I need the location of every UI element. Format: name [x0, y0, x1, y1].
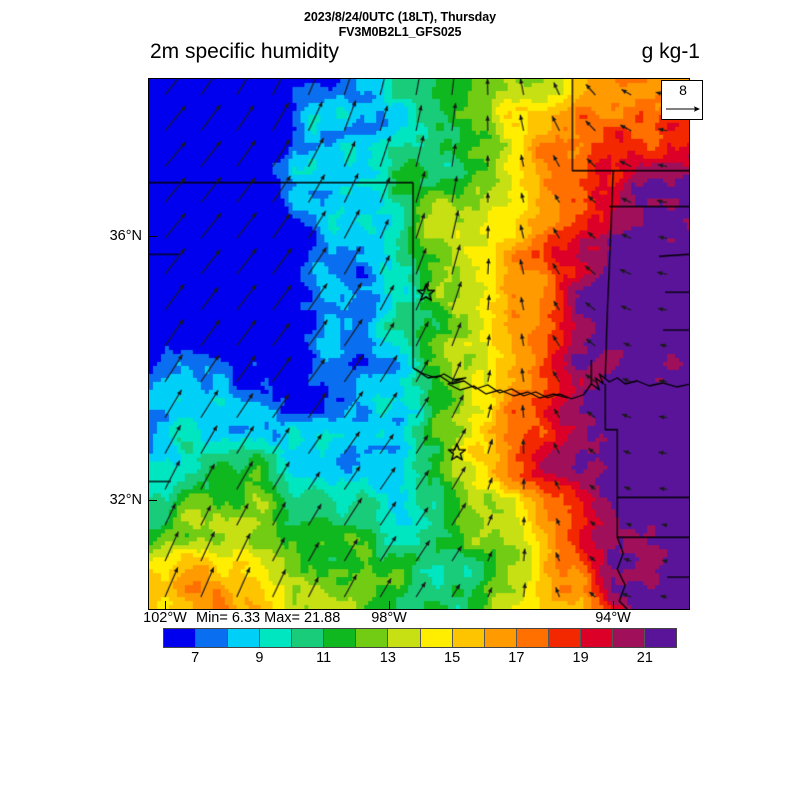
page-title: 2m specific humidity: [150, 40, 340, 63]
colorbar-cell: [484, 629, 517, 647]
colorbar-tick-label: 9: [255, 650, 264, 666]
lat-label-32n: 32°N: [109, 492, 142, 508]
humidity-field-canvas: [149, 79, 689, 609]
lon-label-102w: 102°W: [143, 610, 187, 626]
colorbar-tick-label: 19: [572, 650, 589, 666]
colorbar-tick-label: 13: [379, 650, 396, 666]
lon-tick-94w: [613, 601, 614, 610]
colorbar-cell: [420, 629, 453, 647]
colorbar-cell: [580, 629, 613, 647]
colorbar-cell: [356, 629, 389, 647]
right-arrow-icon: [666, 106, 700, 112]
lon-tick-98w: [389, 601, 390, 610]
colorbar-cell: [292, 629, 325, 647]
colorbar-cell: [260, 629, 293, 647]
colorbar-tick-label: 15: [444, 650, 461, 666]
colorbar-tick-labels: 7 9 11 13 15 17 19 21: [163, 649, 677, 669]
colorbar-cell: [548, 629, 581, 647]
wind-vector-key: 8: [661, 80, 703, 120]
colorbar[interactable]: [163, 628, 677, 648]
units-label: g kg-1: [641, 40, 700, 63]
lat-tick-32n: [148, 500, 157, 501]
lat-label-36n: 36°N: [109, 228, 142, 244]
map-plot-area[interactable]: [148, 78, 690, 610]
valid-datetime-label: 2023/8/24/0UTC (18LT), Thursday: [304, 10, 496, 24]
wind-vector-key-value: 8: [679, 82, 687, 98]
colorbar-tick-label: 21: [636, 650, 653, 666]
colorbar-cell: [324, 629, 357, 647]
lon-tick-102w: [165, 601, 166, 610]
colorbar-cell: [452, 629, 485, 647]
lat-tick-36n: [148, 236, 157, 237]
lon-label-98w: 98°W: [371, 610, 407, 626]
colorbar-tick-label: 7: [191, 650, 200, 666]
header: 2023/8/24/0UTC (18LT), Thursday FV3M0B2L…: [0, 10, 800, 40]
colorbar-tick-label: 11: [316, 650, 332, 666]
colorbar-cell: [228, 629, 261, 647]
colorbar-cell: [516, 629, 549, 647]
colorbar-cell: [196, 629, 229, 647]
colorbar-cell: [164, 629, 197, 647]
colorbar-cell: [644, 629, 676, 647]
min-max-annotation: Min= 6.33 Max= 21.88: [196, 610, 341, 626]
model-name-label: FV3M0B2L1_GFS025: [338, 25, 462, 39]
colorbar-cell: [612, 629, 645, 647]
lon-label-94w: 94°W: [595, 610, 631, 626]
colorbar-cell: [388, 629, 421, 647]
colorbar-tick-label: 17: [508, 650, 525, 666]
